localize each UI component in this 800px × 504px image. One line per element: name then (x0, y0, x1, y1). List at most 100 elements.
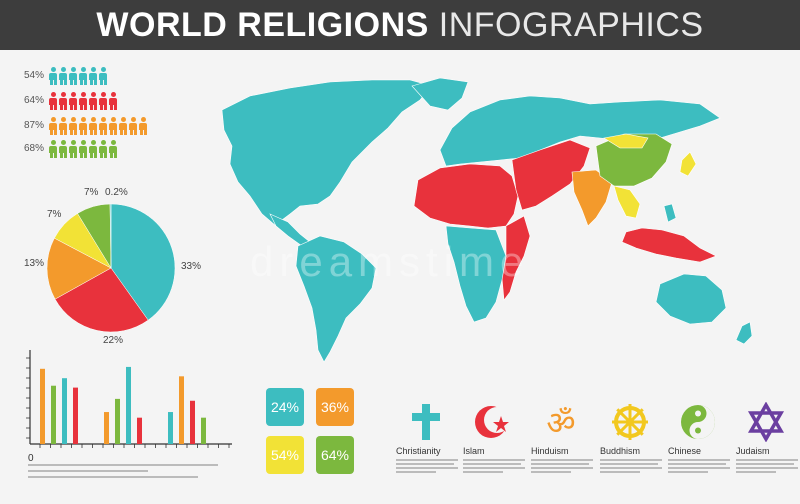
bar (168, 412, 173, 444)
religion-item: Buddhism (600, 402, 678, 475)
person-icon (79, 117, 87, 135)
religion-name: Chinese (668, 446, 702, 456)
person-icon (109, 140, 117, 158)
europe-shape (439, 95, 721, 167)
southeast-asia-shape (613, 185, 641, 219)
person-icon (89, 67, 97, 85)
religion-description-placeholder (463, 459, 541, 473)
bar (201, 417, 206, 444)
stat-box: 54% (266, 436, 304, 474)
religion-name: Christianity (396, 446, 441, 456)
cross-icon (406, 402, 474, 442)
bar (115, 398, 120, 444)
map-asia (571, 133, 717, 263)
north-africa-shape (413, 163, 519, 229)
person-icon (79, 140, 87, 158)
bar (104, 412, 109, 444)
person-icon (59, 117, 67, 135)
religion-description-placeholder (668, 459, 746, 473)
person-icon (139, 117, 147, 135)
bar-axis-zero-label: 0 (28, 453, 34, 464)
pie-slice-label: 13% (24, 258, 45, 269)
person-icon (99, 67, 107, 85)
people-row: 64% (24, 92, 224, 115)
bar (190, 400, 195, 444)
religion-item: ॐ Hinduism (531, 402, 609, 475)
placeholder-text-line (28, 470, 148, 472)
pie-slice (46, 237, 112, 300)
people-row: 87% (24, 117, 224, 140)
om-icon: ॐ (541, 402, 609, 442)
religion-item: Christianity (396, 402, 474, 475)
crescent-star-icon (473, 402, 541, 442)
north-america-shape (221, 79, 433, 227)
pie-slice-label: 7% (47, 209, 62, 220)
philippines-shape (663, 203, 677, 223)
map-oceania (655, 273, 753, 345)
person-icon (89, 92, 97, 110)
bar (73, 387, 78, 444)
pie-slice-label: 22% (103, 335, 124, 346)
person-icon (89, 140, 97, 158)
greenland-shape (411, 77, 469, 111)
person-icon (49, 117, 57, 135)
person-icon (69, 92, 77, 110)
person-icon (59, 67, 67, 85)
person-icon (49, 140, 57, 158)
person-icon (109, 92, 117, 110)
people-row-percent: 64% (24, 95, 45, 106)
middle-east-shape (511, 139, 591, 211)
religion-name: Judaism (736, 446, 770, 456)
person-icon (79, 67, 87, 85)
bar (40, 368, 45, 444)
bar (126, 366, 131, 444)
person-icon (49, 67, 57, 85)
religion-description-placeholder (396, 459, 474, 473)
svg-text:ॐ: ॐ (546, 404, 575, 442)
religion-name: Hinduism (531, 446, 569, 456)
person-icon (99, 140, 107, 158)
people-row-percent: 87% (24, 120, 45, 131)
placeholder-text-line (28, 464, 218, 466)
people-row-percent: 54% (24, 70, 45, 81)
person-icon (79, 92, 87, 110)
mongolia-shape (603, 133, 649, 149)
religion-item: Judaism (736, 401, 800, 475)
people-row: 68% (24, 140, 224, 163)
religion-name: Islam (463, 446, 485, 456)
person-icon (69, 117, 77, 135)
pie-slice-label: 0.2% (105, 187, 128, 198)
religion-item: Islam (463, 402, 541, 475)
watermark: dreamstime (250, 238, 530, 285)
pie-slice (109, 203, 112, 269)
pie-slice-label: 33% (181, 261, 202, 272)
japan-shape (679, 151, 697, 177)
person-icon (69, 140, 77, 158)
bar (62, 378, 67, 444)
map-americas (221, 77, 469, 363)
person-icon (49, 92, 57, 110)
china-shape (595, 133, 673, 187)
religion-description-placeholder (600, 459, 678, 473)
pie-slice (54, 267, 149, 333)
map-europe (439, 95, 721, 167)
person-icon (129, 117, 137, 135)
people-row: 54% (24, 67, 224, 90)
person-icon (69, 67, 77, 85)
person-icon (119, 117, 127, 135)
religion-name: Buddhism (600, 446, 641, 456)
map-africa-mideast (413, 139, 591, 323)
title-bold: WORLD RELIGIONS (96, 6, 429, 44)
stat-box: 64% (316, 436, 354, 474)
person-icon (59, 92, 67, 110)
south-america-shape (295, 235, 377, 363)
bar (51, 385, 56, 444)
person-icon (99, 92, 107, 110)
person-icon (89, 117, 97, 135)
stat-box: 24% (266, 388, 304, 426)
pie-slice-label: 7% (84, 187, 99, 198)
people-row-percent: 68% (24, 143, 45, 154)
